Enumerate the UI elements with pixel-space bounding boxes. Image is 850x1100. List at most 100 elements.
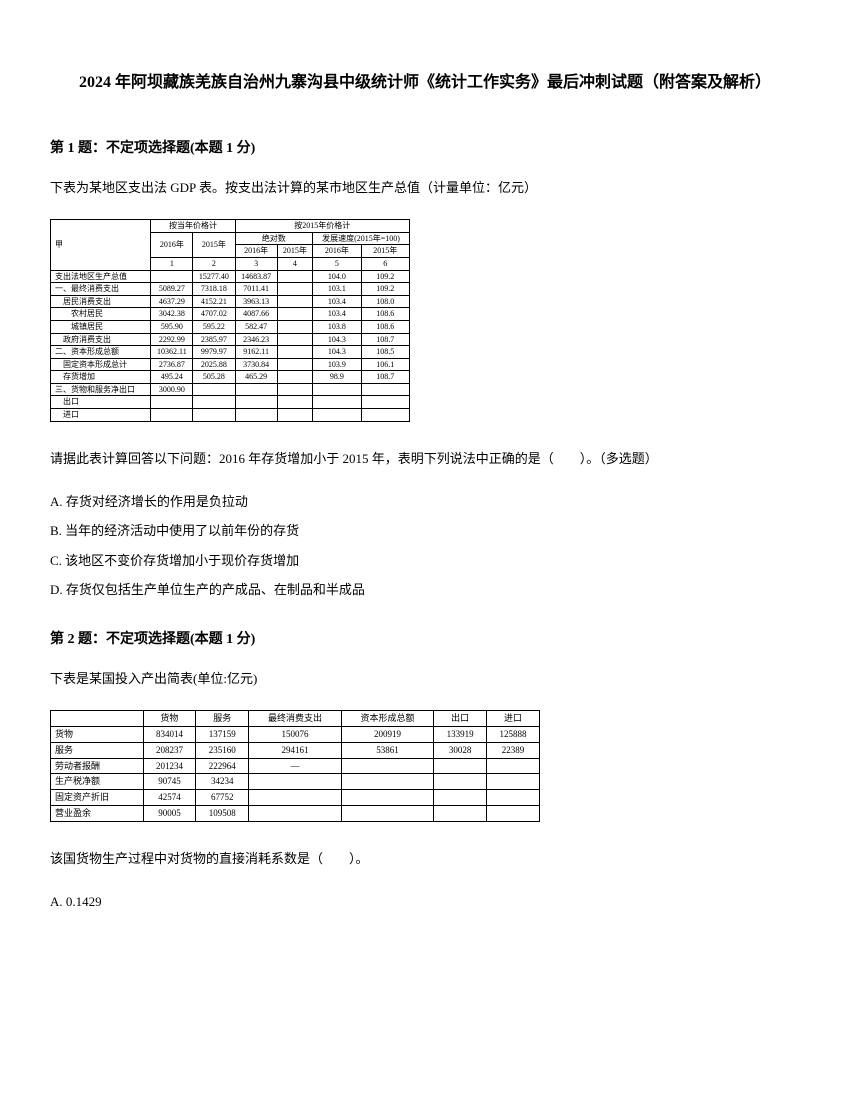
table-cell: 150076: [249, 727, 342, 743]
table-cell: 104.3: [313, 346, 361, 359]
table-row-label: 城镇居民: [51, 320, 151, 333]
table-row-label: 固定资产折旧: [51, 790, 144, 806]
table-cell: [277, 308, 312, 321]
table-cell: [277, 270, 312, 283]
table-cell: 495.24: [151, 371, 193, 384]
table-cell: [313, 383, 361, 396]
table-header-cell: [51, 711, 144, 727]
table-cell: [277, 409, 312, 422]
table-header-cell: 资本形成总额: [341, 711, 434, 727]
table-cell: 103.4: [313, 308, 361, 321]
table-cell: 108.6: [361, 308, 409, 321]
table-cell: 3000.90: [151, 383, 193, 396]
table-cell: 2292.99: [151, 333, 193, 346]
table-row-label: 二、资本形成总额: [51, 346, 151, 359]
table-cell: 4152.21: [193, 295, 235, 308]
table-header-cell: 服务: [196, 711, 249, 727]
table-cell: [277, 383, 312, 396]
table-cell: 582.47: [235, 320, 277, 333]
table-header-cell: 进口: [487, 711, 540, 727]
table-cell: [277, 396, 312, 409]
t1-n5: 5: [313, 257, 361, 270]
q1-table: 甲 按当年价格计 按2015年价格计 2016年 2015年 绝对数 发展速度(…: [50, 219, 800, 422]
table-cell: 53861: [341, 742, 434, 758]
q1-option-a: A. 存货对经济增长的作用是负拉动: [50, 490, 800, 513]
table-cell: [249, 774, 342, 790]
t1-y2: 2015年: [193, 232, 235, 257]
table-cell: 133919: [434, 727, 487, 743]
table-cell: 7011.41: [235, 283, 277, 296]
table-cell: 208237: [143, 742, 196, 758]
table-cell: [434, 774, 487, 790]
q1-option-d: D. 存货仅包括生产单位生产的产成品、在制品和半成品: [50, 578, 800, 601]
table-cell: 465.29: [235, 371, 277, 384]
table-cell: [361, 383, 409, 396]
document-title: 2024 年阿坝藏族羌族自治州九寨沟县中级统计师《统计工作实务》最后冲刺试题（附…: [50, 70, 800, 96]
table-cell: 42574: [143, 790, 196, 806]
table-cell: [487, 774, 540, 790]
table-cell: [249, 805, 342, 821]
table-cell: 15277.40: [193, 270, 235, 283]
table-cell: 222964: [196, 758, 249, 774]
table-cell: [151, 396, 193, 409]
table-cell: 4637.29: [151, 295, 193, 308]
table-cell: [434, 758, 487, 774]
table-cell: 109508: [196, 805, 249, 821]
table-cell: [277, 358, 312, 371]
t1-s3: 2016年: [313, 245, 361, 258]
q2-header: 第 2 题：不定项选择题(本题 1 分): [50, 627, 800, 652]
q2-text: 下表是某国投入产出简表(单位:亿元): [50, 667, 800, 690]
table-cell: 3730.84: [235, 358, 277, 371]
t1-n1: 1: [151, 257, 193, 270]
table-cell: 90745: [143, 774, 196, 790]
table-cell: 2736.87: [151, 358, 193, 371]
t1-n2: 2: [193, 257, 235, 270]
table-row-label: 出口: [51, 396, 151, 409]
table-cell: 595.22: [193, 320, 235, 333]
table-row-label: 生产税净额: [51, 774, 144, 790]
table-cell: [361, 409, 409, 422]
table-cell: —: [249, 758, 342, 774]
t1-s1: 2016年: [235, 245, 277, 258]
table-cell: [341, 774, 434, 790]
table-cell: [487, 758, 540, 774]
table-row-label: 三、货物和服务净出口: [51, 383, 151, 396]
table-row-label: 营业盈余: [51, 805, 144, 821]
table-cell: [434, 790, 487, 806]
table-row-label: 货物: [51, 727, 144, 743]
table-cell: 108.7: [361, 371, 409, 384]
table-cell: [341, 805, 434, 821]
q2-table: 货物服务最终消费支出资本形成总额出口进口 货物83401413715915007…: [50, 710, 800, 822]
table-cell: 125888: [487, 727, 540, 743]
table-row-label: 劳动者报酬: [51, 758, 144, 774]
table-cell: 834014: [143, 727, 196, 743]
t1-i1: 绝对数: [235, 232, 313, 245]
table-cell: [235, 409, 277, 422]
table-cell: [193, 409, 235, 422]
q1-header: 第 1 题：不定项选择题(本题 1 分): [50, 136, 800, 161]
table-row-label: 存货增加: [51, 371, 151, 384]
table-row-label: 支出法地区生产总值: [51, 270, 151, 283]
t1-n3: 3: [235, 257, 277, 270]
table-cell: 108.6: [361, 320, 409, 333]
table-cell: 34234: [196, 774, 249, 790]
table-cell: [151, 270, 193, 283]
table-cell: 5089.27: [151, 283, 193, 296]
table-row-label: 一、最终消费支出: [51, 283, 151, 296]
table-cell: 90005: [143, 805, 196, 821]
table-cell: [487, 790, 540, 806]
table-cell: 294161: [249, 742, 342, 758]
table-cell: 22389: [487, 742, 540, 758]
table-header-cell: 货物: [143, 711, 196, 727]
table-cell: 3963.13: [235, 295, 277, 308]
table-cell: [361, 396, 409, 409]
table-cell: 108.5: [361, 346, 409, 359]
table-cell: 505.28: [193, 371, 235, 384]
table-cell: [341, 758, 434, 774]
table-cell: [277, 283, 312, 296]
table-cell: 2385.97: [193, 333, 235, 346]
table-cell: [249, 790, 342, 806]
table-cell: 30028: [434, 742, 487, 758]
q2-option-a: A. 0.1429: [50, 890, 800, 913]
table-row-label: 政府消费支出: [51, 333, 151, 346]
